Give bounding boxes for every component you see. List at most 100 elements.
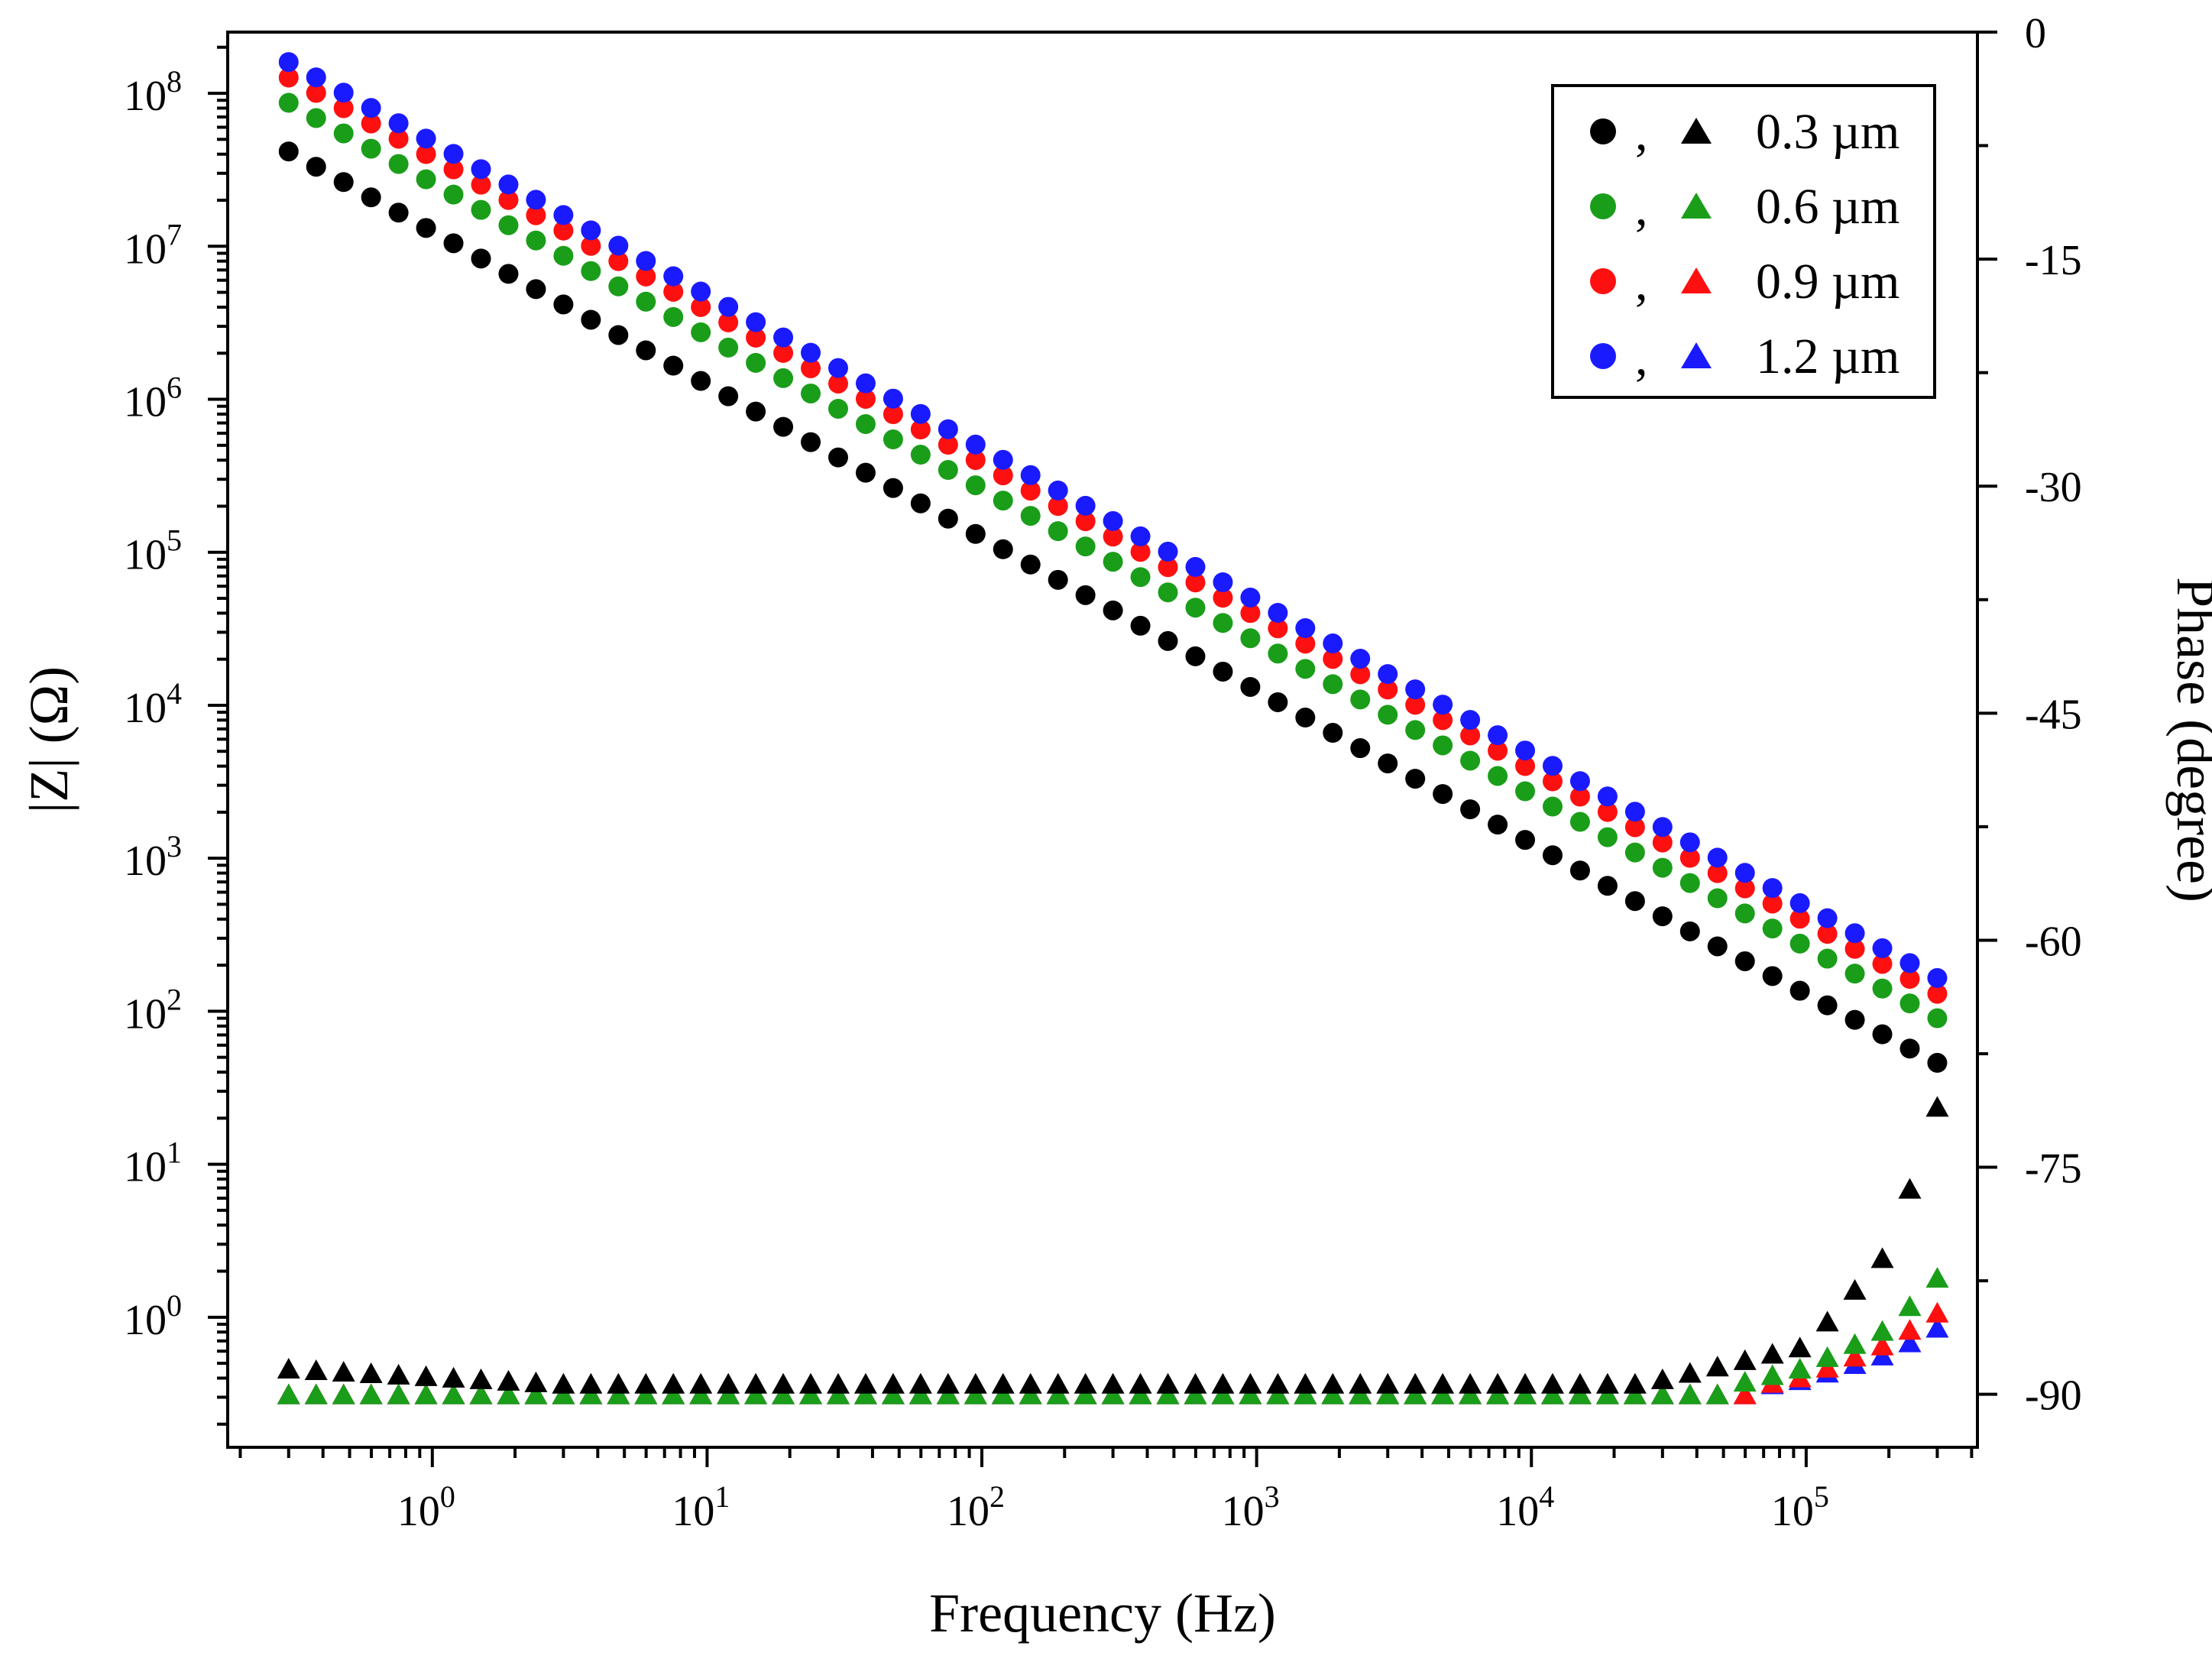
right-tick-label: 0 — [2025, 10, 2046, 57]
impedance-point — [1185, 646, 1206, 666]
impedance-point — [333, 83, 354, 103]
left-tick-label: 107 — [124, 217, 182, 273]
impedance-point — [1624, 891, 1645, 912]
impedance-point — [498, 190, 519, 210]
impedance-point — [1405, 720, 1426, 740]
impedance-point — [1762, 966, 1783, 987]
impedance-point — [993, 465, 1013, 486]
impedance-point — [1048, 569, 1068, 590]
phase-point — [1184, 1372, 1207, 1394]
phase-point — [1459, 1383, 1482, 1404]
impedance-point — [663, 266, 684, 287]
phase-point — [1184, 1383, 1207, 1404]
legend-triangle-marker — [1681, 118, 1712, 144]
phase-point — [1815, 1310, 1839, 1332]
impedance-point — [1158, 557, 1178, 578]
legend-circle-marker — [1590, 193, 1616, 219]
impedance-point — [1460, 799, 1481, 820]
impedance-point — [1817, 948, 1838, 969]
phase-point — [689, 1372, 713, 1394]
phase-point — [359, 1383, 383, 1404]
right-tick-label: -30 — [2025, 464, 2082, 511]
impedance-point — [636, 266, 656, 287]
phase-point — [1870, 1247, 1894, 1268]
phase-point — [1046, 1383, 1070, 1404]
phase-point — [442, 1366, 465, 1388]
phase-point — [799, 1383, 823, 1404]
impedance-point — [553, 245, 574, 266]
impedance-point — [1213, 572, 1233, 592]
impedance-point — [1844, 923, 1865, 944]
left-y-axis-title: |Z| (Ω) — [18, 666, 79, 813]
phase-point — [497, 1369, 520, 1391]
impedance-point — [306, 108, 326, 128]
impedance-point — [526, 190, 546, 210]
phase-point — [991, 1383, 1015, 1404]
phase-point — [442, 1383, 465, 1404]
legend-separator: , — [1635, 180, 1648, 236]
impedance-point — [1323, 649, 1343, 669]
impedance-point — [1185, 556, 1206, 577]
x-axis-title: Frequency (Hz) — [929, 1583, 1276, 1644]
impedance-point — [416, 218, 436, 238]
phase-point — [744, 1383, 768, 1404]
impedance-point — [1268, 618, 1288, 639]
impedance-point — [1158, 582, 1178, 603]
phase-point — [662, 1383, 685, 1404]
impedance-point — [1872, 938, 1893, 958]
impedance-point — [1020, 465, 1041, 485]
impedance-point — [581, 220, 601, 241]
impedance-point — [1624, 802, 1645, 822]
phase-point — [1046, 1372, 1070, 1394]
impedance-point — [1103, 552, 1123, 572]
impedance-point — [855, 462, 876, 483]
phase-point — [524, 1383, 548, 1404]
phase-point — [1788, 1357, 1812, 1379]
phase-point — [1678, 1362, 1702, 1383]
impedance-point — [1103, 600, 1123, 620]
impedance-point — [1597, 827, 1618, 847]
impedance-point — [1323, 674, 1343, 695]
impedance-point — [278, 92, 299, 113]
phase-point — [1595, 1383, 1619, 1404]
impedance-point — [691, 281, 711, 302]
impedance-point — [1707, 847, 1728, 868]
impedance-point — [993, 491, 1013, 511]
phase-point — [1074, 1383, 1097, 1404]
points-layer — [277, 52, 1949, 1404]
phase-point — [963, 1383, 987, 1404]
impedance-point — [1927, 983, 1948, 1004]
impedance-point — [828, 398, 849, 419]
impedance-point — [443, 159, 464, 180]
phase-point — [1898, 1295, 1922, 1317]
phase-point — [1376, 1372, 1400, 1394]
impedance-point — [910, 493, 931, 514]
phase-point — [469, 1368, 493, 1389]
impedance-point — [388, 113, 409, 134]
impedance-point — [1130, 542, 1151, 562]
phase-point — [1705, 1383, 1729, 1404]
impedance-point — [718, 312, 739, 332]
impedance-point — [1048, 480, 1068, 501]
phase-point — [1266, 1383, 1290, 1404]
phase-point — [1514, 1372, 1537, 1394]
right-tick-label: -75 — [2025, 1145, 2082, 1193]
impedance-point — [1103, 510, 1123, 531]
impedance-point — [388, 154, 409, 174]
phase-point — [1760, 1364, 1784, 1385]
impedance-point — [965, 475, 986, 496]
phase-point — [908, 1372, 932, 1394]
impedance-point — [938, 460, 958, 481]
phase-point — [497, 1383, 520, 1404]
impedance-point — [1405, 695, 1426, 715]
impedance-point — [608, 251, 629, 271]
impedance-point — [1707, 888, 1728, 909]
x-tick-label: 101 — [672, 1479, 730, 1535]
phase-point — [1349, 1383, 1372, 1404]
impedance-point — [883, 429, 903, 450]
impedance-point — [1488, 766, 1508, 786]
impedance-point — [1652, 906, 1673, 927]
impedance-point — [1405, 679, 1426, 700]
impedance-point — [1789, 980, 1810, 1001]
legend-label: 0.9 µm — [1756, 254, 1899, 309]
